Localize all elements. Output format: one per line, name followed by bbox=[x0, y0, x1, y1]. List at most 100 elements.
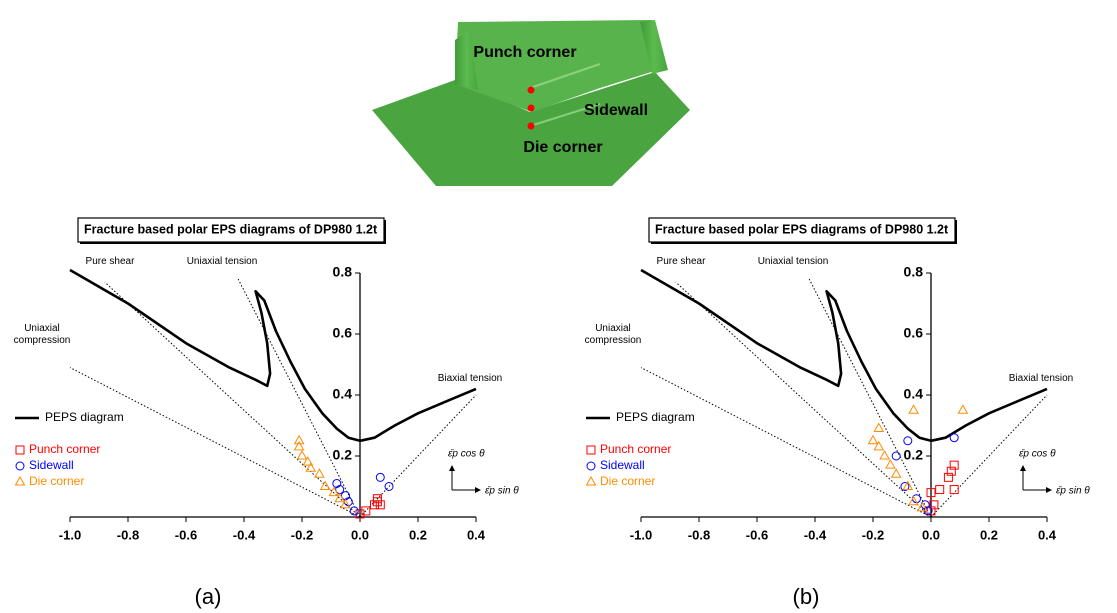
point-triangle bbox=[587, 477, 596, 485]
point-triangle bbox=[892, 469, 901, 477]
reference-line bbox=[70, 368, 360, 517]
y-tick-label: 0.4 bbox=[904, 386, 924, 402]
title-shadow bbox=[80, 242, 386, 244]
legend-label: PEPS diagram bbox=[616, 410, 695, 424]
axis-note: ε̄p sin θ bbox=[1056, 486, 1090, 497]
reference-line bbox=[641, 368, 931, 517]
point-triangle bbox=[329, 488, 338, 496]
point bbox=[528, 105, 535, 112]
reference-label-box: Biaxial tension bbox=[996, 373, 1086, 403]
chart-title: Fracture based polar EPS diagrams of DP9… bbox=[84, 222, 378, 236]
point-square bbox=[950, 486, 958, 494]
x-tick-label: 0.0 bbox=[351, 527, 369, 542]
x-tick-label: 0.0 bbox=[922, 527, 940, 542]
point-triangle bbox=[874, 442, 883, 450]
panel-label: (b) bbox=[793, 584, 820, 609]
x-tick-label: -0.8 bbox=[688, 527, 710, 542]
point-circle bbox=[904, 437, 912, 445]
point-square bbox=[16, 446, 24, 454]
point-square bbox=[376, 501, 384, 509]
reference-line bbox=[676, 282, 931, 517]
reference-label: Uniaxial tension bbox=[172, 256, 272, 268]
note-arrowhead bbox=[1046, 487, 1052, 493]
point-triangle bbox=[909, 405, 918, 413]
panel-label: (a) bbox=[195, 584, 222, 609]
y-tick-label: 0.6 bbox=[333, 325, 353, 341]
y-tick-label: 0.6 bbox=[904, 325, 924, 341]
reference-label: Uniaxial tension bbox=[743, 256, 843, 268]
point-triangle bbox=[295, 442, 304, 450]
reference-line bbox=[105, 282, 360, 517]
reference-label-box: Biaxial tension bbox=[425, 373, 515, 403]
axis-note: ε̄p cos θ bbox=[1019, 449, 1056, 460]
reference-label-box: Pure shear bbox=[65, 256, 155, 286]
point-triangle bbox=[869, 436, 878, 444]
point bbox=[528, 87, 535, 94]
part-label: Punch corner bbox=[473, 44, 576, 61]
legend-label: Punch corner bbox=[29, 442, 100, 456]
point-square bbox=[947, 467, 955, 475]
reference-label: Uniaxial compression bbox=[7, 323, 77, 347]
legend-label: PEPS diagram bbox=[45, 410, 124, 424]
part-label: Die corner bbox=[523, 139, 602, 156]
note-arrowhead bbox=[1020, 465, 1026, 471]
reference-label: Biaxial tension bbox=[996, 373, 1086, 385]
x-tick-label: -1.0 bbox=[630, 527, 652, 542]
point-circle bbox=[950, 434, 958, 442]
axis-note: ε̄p cos θ bbox=[448, 449, 485, 460]
y-tick-label: 0.8 bbox=[333, 264, 353, 280]
title-shadow bbox=[955, 220, 957, 244]
point-circle bbox=[587, 462, 595, 470]
x-tick-label: -0.4 bbox=[804, 527, 827, 542]
x-tick-label: -0.4 bbox=[233, 527, 256, 542]
x-tick-label: -1.0 bbox=[59, 527, 81, 542]
figure: Punch corner Sidewall Die corner Fractur… bbox=[0, 0, 1117, 613]
legend-label: Die corner bbox=[600, 474, 655, 488]
x-tick-label: 0.4 bbox=[1038, 527, 1057, 542]
legend-label: Sidewall bbox=[29, 458, 74, 472]
point-triangle bbox=[880, 451, 889, 459]
axis-note: ε̄p sin θ bbox=[485, 486, 519, 497]
chart-title: Fracture based polar EPS diagrams of DP9… bbox=[655, 222, 949, 236]
x-tick-label: 0.4 bbox=[467, 527, 486, 542]
point-square bbox=[944, 473, 952, 481]
note-arrowhead bbox=[449, 465, 455, 471]
point bbox=[528, 123, 535, 130]
x-tick-label: -0.6 bbox=[746, 527, 768, 542]
point-circle bbox=[892, 452, 900, 460]
peps-curve bbox=[70, 270, 476, 441]
reference-label: Uniaxial compression bbox=[578, 323, 648, 347]
y-tick-label: 0.2 bbox=[904, 447, 924, 463]
chart: Fracture based polar EPS diagrams of DP9… bbox=[7, 218, 519, 609]
point-triangle bbox=[306, 463, 315, 471]
y-tick-label: 0.2 bbox=[333, 447, 353, 463]
peps-curve bbox=[641, 270, 1047, 441]
x-tick-label: -0.2 bbox=[291, 527, 313, 542]
reference-label-box: Uniaxial compression bbox=[578, 323, 648, 353]
point-circle bbox=[376, 473, 384, 481]
x-tick-label: 0.2 bbox=[980, 527, 998, 542]
part-label: Sidewall bbox=[584, 102, 648, 119]
reference-label-box: Pure shear bbox=[636, 256, 726, 286]
reference-label: Pure shear bbox=[65, 256, 155, 268]
reference-label-box: Uniaxial tension bbox=[743, 256, 843, 286]
point-square bbox=[371, 501, 379, 509]
note-arrowhead bbox=[475, 487, 481, 493]
point-square bbox=[587, 446, 595, 454]
point-square bbox=[936, 486, 944, 494]
x-tick-label: -0.2 bbox=[862, 527, 884, 542]
part-image: Punch corner Sidewall Die corner bbox=[372, 20, 690, 186]
point-circle bbox=[16, 462, 24, 470]
legend-label: Punch corner bbox=[600, 442, 671, 456]
point-square bbox=[950, 461, 958, 469]
y-tick-label: 0.8 bbox=[904, 264, 924, 280]
reference-label: Biaxial tension bbox=[425, 373, 515, 385]
reference-label-box: Uniaxial compression bbox=[7, 323, 77, 353]
legend-label: Die corner bbox=[29, 474, 84, 488]
reference-label: Pure shear bbox=[636, 256, 726, 268]
point-triangle bbox=[298, 451, 307, 459]
x-tick-label: 0.2 bbox=[409, 527, 427, 542]
legend-label: Sidewall bbox=[600, 458, 645, 472]
point-circle bbox=[350, 507, 358, 515]
chart: Fracture based polar EPS diagrams of DP9… bbox=[578, 218, 1090, 609]
